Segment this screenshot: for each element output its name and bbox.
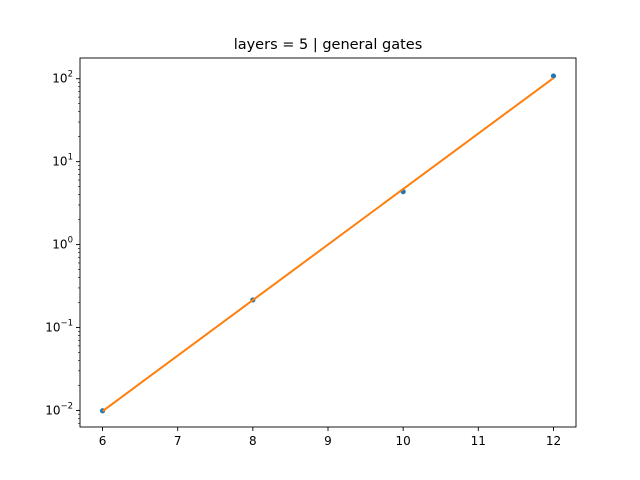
data-point	[550, 73, 557, 79]
x-tick-label: 9	[324, 434, 332, 448]
x-tick-label: 8	[249, 434, 257, 448]
y-tick-label: 10−1	[45, 318, 73, 334]
y-tick-label: 101	[52, 153, 73, 169]
y-tick-label: 10−2	[45, 401, 73, 417]
x-tick-label: 7	[174, 434, 182, 448]
chart-title: layers = 5 | general gates	[234, 37, 423, 53]
y-tick-label: 100	[52, 236, 73, 252]
axes: 6 7 8 9 10 11 12 10−2 10−1 100 101 102	[45, 57, 577, 448]
plot-area	[99, 73, 557, 414]
x-tick-label: 10	[396, 434, 411, 448]
x-tick-label: 6	[99, 434, 107, 448]
x-tick-label: 12	[546, 434, 561, 448]
x-tick-label: 11	[471, 434, 486, 448]
fit-line	[101, 77, 555, 412]
y-tick-label: 102	[52, 70, 73, 86]
